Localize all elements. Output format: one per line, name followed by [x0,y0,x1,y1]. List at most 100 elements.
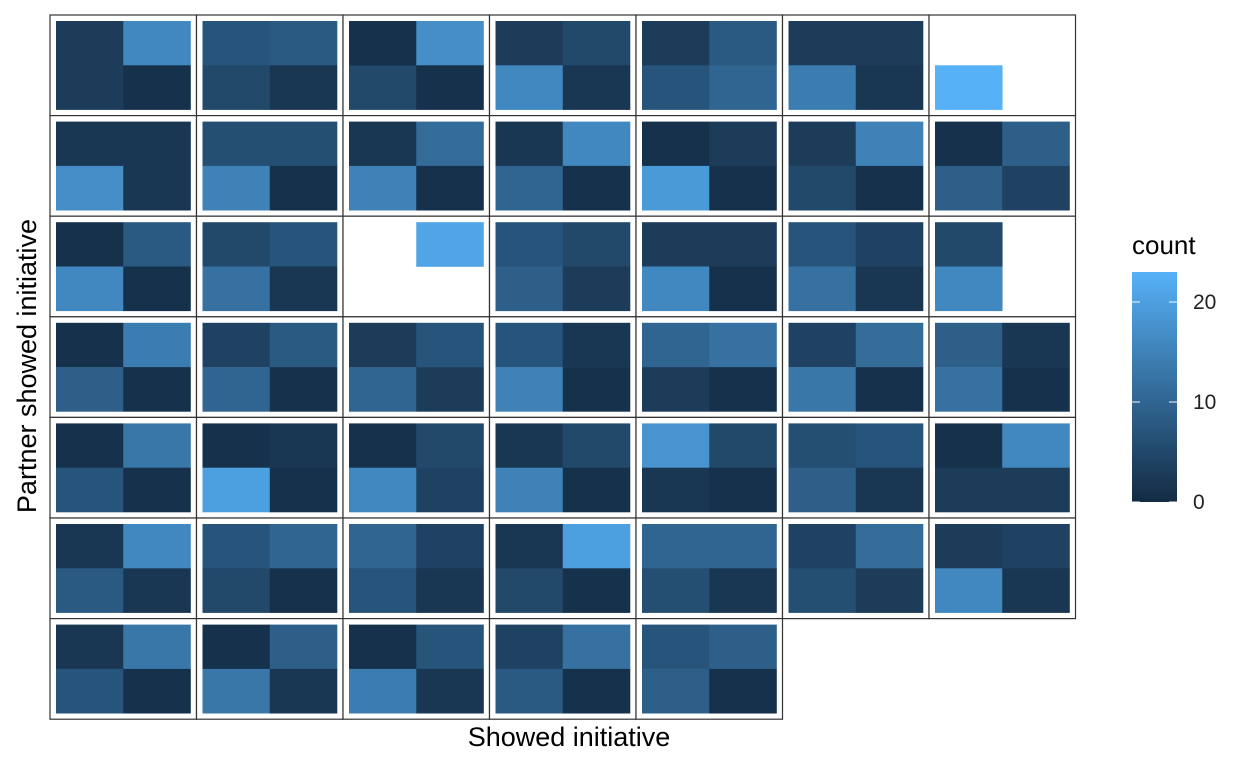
heatmap-cell [642,568,710,613]
heatmap-cell [562,121,631,167]
facet-panel [342,14,491,117]
heatmap-cell [123,165,191,211]
heatmap-cell [202,266,271,312]
heatmap-cell [495,21,564,66]
legend-tick-label: 10 [1193,391,1216,414]
facet-panel [342,416,491,519]
legend-colorbar [1132,272,1177,502]
facet-panel [781,14,930,117]
heatmap-cell [349,21,417,66]
heatmap-cell [123,568,191,613]
heatmap-cell [495,222,564,267]
facet-panel [488,617,637,720]
facet-panel [928,114,1077,217]
heatmap-cell [935,165,1003,211]
facet-panel [488,416,637,519]
heatmap-cell [788,266,857,312]
heatmap-cell [495,121,564,167]
legend: count 0 10 20 [1132,230,1216,514]
heatmap-cell [709,121,777,167]
heatmap-cell [855,423,924,468]
heatmap-cell [269,624,338,670]
heatmap-cell [1002,423,1070,468]
heatmap-cell [56,668,124,714]
heatmap-cell [642,423,710,468]
heatmap-cell [495,423,564,468]
heatmap-cell [495,668,564,714]
heatmap-cell [202,423,271,468]
heatmap-cell [709,668,777,714]
facet-panel [195,14,344,117]
heatmap-cell [562,423,631,468]
heatmap-cell [788,121,857,167]
heatmap-cell [495,65,564,110]
heatmap-cell [202,568,271,613]
heatmap-cell [855,367,924,412]
facet-panel [49,416,198,519]
heatmap-cell [562,624,631,670]
heatmap-cell [562,668,631,714]
heatmap-cell [56,322,124,368]
facet-panel [635,215,784,318]
heatmap-cell [562,322,631,368]
heatmap-cell [495,165,564,211]
heatmap-cell [562,266,631,312]
facet-panel [781,215,930,318]
heatmap-cell [788,467,857,513]
heatmap-cell [269,222,338,267]
heatmap-cell [935,367,1003,412]
heatmap-cell [562,524,631,569]
heatmap-cell [123,266,191,312]
heatmap-cell [562,467,631,513]
heatmap-cell [709,165,777,211]
heatmap-cell [202,65,271,110]
facet-panel [928,416,1077,519]
heatmap-cell [416,624,484,670]
heatmap-cell [349,524,417,569]
heatmap-cell [855,467,924,513]
heatmap-cell [495,367,564,412]
heatmap-cell [709,423,777,468]
heatmap-cell [202,222,271,267]
facet-panel [635,416,784,519]
heatmap-cell [56,222,124,267]
heatmap-cell [935,524,1003,569]
heatmap-cell [202,524,271,569]
heatmap-cell [123,668,191,714]
heatmap-cell [56,467,124,513]
heatmap-cell [1002,524,1070,569]
heatmap-cell [709,624,777,670]
heatmap-cell [788,423,857,468]
heatmap-cell [416,121,484,167]
heatmap-cell [709,222,777,267]
heatmap-cell [1002,568,1070,613]
heatmap-cell [202,165,271,211]
heatmap-cell [202,467,271,513]
facet-panel [635,114,784,217]
heatmap-cell [855,322,924,368]
heatmap-cell [642,121,710,167]
heatmap-cell [935,568,1003,613]
heatmap-cell [1002,121,1070,167]
heatmap-cell [709,266,777,312]
heatmap-cell [416,568,484,613]
facet-panel [195,114,344,217]
facet-panel [781,416,930,519]
legend-tick-label: 20 [1193,291,1216,314]
heatmap-cell [202,624,271,670]
heatmap-cell [495,322,564,368]
legend-title: count [1132,230,1196,260]
heatmap-cell [495,467,564,513]
facet-panel [488,517,637,620]
facet-panel [635,14,784,117]
heatmap-cell [495,266,564,312]
heatmap-cell [269,65,338,110]
facet-panel [195,215,344,318]
facet-panel [49,14,198,117]
facet-panel [49,316,198,418]
heatmap-cell [642,266,710,312]
heatmap-cell [123,467,191,513]
heatmap-cell [1002,367,1070,412]
heatmap-cell [495,524,564,569]
